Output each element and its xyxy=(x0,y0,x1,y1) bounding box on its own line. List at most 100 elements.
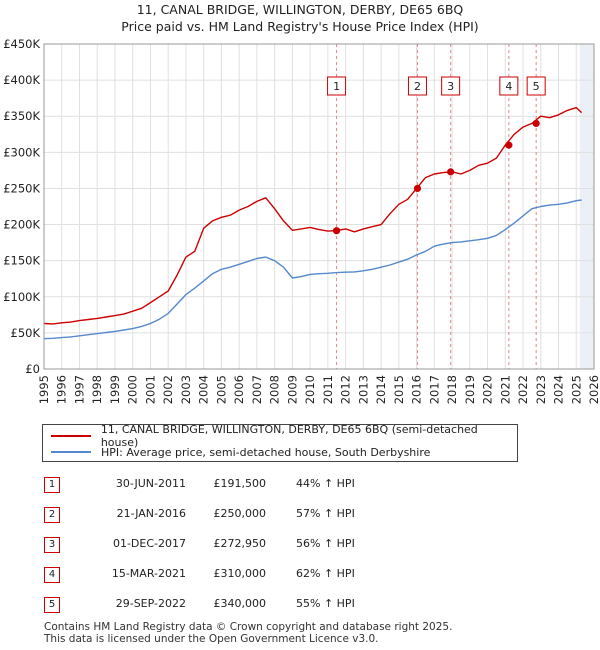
sale-marker-label: 4 xyxy=(505,80,512,93)
sale-row: 3 01-DEC-2017 £272,950 56% ↑ HPI xyxy=(0,537,600,555)
series-layer xyxy=(43,106,583,340)
sale-marker-box xyxy=(499,76,519,96)
x-tick-label: 2015 xyxy=(392,375,406,404)
sale-number-badge: 3 xyxy=(44,537,60,553)
sale-price: £310,000 xyxy=(213,567,267,580)
x-tick-label: 2011 xyxy=(321,375,335,404)
sale-marker-label: 1 xyxy=(333,80,340,93)
x-tick-label: 2008 xyxy=(268,375,282,404)
x-tick-label: 2010 xyxy=(303,375,317,404)
x-tick-label: 2001 xyxy=(143,375,157,404)
x-tick-label: 2021 xyxy=(498,375,512,404)
property-price-line xyxy=(43,106,583,325)
sale-vline-layer xyxy=(336,44,537,369)
sale-marker-label: 3 xyxy=(447,80,454,93)
x-tick-label: 2016 xyxy=(410,375,424,404)
sale-hpi-change: 44% ↑ HPI xyxy=(296,477,355,490)
x-tick-label: 1998 xyxy=(90,375,104,404)
sale-price: £250,000 xyxy=(213,507,267,520)
sale-point xyxy=(505,141,513,149)
forecast-shade-layer xyxy=(579,44,594,369)
sale-number-badge: 4 xyxy=(44,567,60,583)
sale-hpi-change: 57% ↑ HPI xyxy=(296,507,355,520)
sale-marker-box xyxy=(441,76,461,96)
x-tick-label: 2012 xyxy=(339,375,353,404)
sale-point xyxy=(332,227,341,235)
sale-price: £272,950 xyxy=(213,537,267,550)
legend-label-hpi: HPI: Average price, semi-detached house,… xyxy=(101,445,431,459)
chart-subtitle: Price paid vs. HM Land Registry's House … xyxy=(121,19,479,34)
sale-marker-box xyxy=(327,76,347,96)
legend-swatch-property xyxy=(51,435,91,437)
sale-hpi-change: 56% ↑ HPI xyxy=(296,537,355,550)
x-tick-label: 2024 xyxy=(552,375,566,404)
legend: 11, CANAL BRIDGE, WILLINGTON, DERBY, DE6… xyxy=(42,423,518,462)
sale-point xyxy=(447,168,455,176)
sale-date: 29-SEP-2022 xyxy=(115,597,186,610)
legend-item-hpi: HPI: Average price, semi-detached house,… xyxy=(51,444,430,460)
x-tick-label: 2006 xyxy=(232,375,246,404)
sale-hpi-change: 55% ↑ HPI xyxy=(296,597,355,610)
footer-licence: This data is licensed under the Open Gov… xyxy=(44,633,379,645)
sale-number-badge: 5 xyxy=(44,597,60,613)
sale-point xyxy=(413,184,422,193)
sale-date: 30-JUN-2011 xyxy=(115,477,186,490)
x-tick-label: 2013 xyxy=(356,375,370,404)
x-tick-label: 2007 xyxy=(250,375,264,404)
x-tick-label: 2019 xyxy=(463,375,477,404)
sale-points-layer xyxy=(332,119,540,235)
y-tick-label: £150K xyxy=(3,254,40,268)
y-tick-label: £50K xyxy=(11,326,41,340)
x-tick-label: 1995 xyxy=(37,375,51,404)
y-tick-label: £250K xyxy=(3,181,40,195)
price-chart: £0 £50K £100K £150K £200K £250K £300K £350K £400… xyxy=(3,37,600,404)
y-tick-label: £400K xyxy=(3,73,40,87)
legend-item-property: 11, CANAL BRIDGE, WILLINGTON, DERBY, DE6… xyxy=(51,423,517,449)
x-tick-label: 2005 xyxy=(214,375,228,404)
sale-number-badge: 1 xyxy=(44,477,60,493)
plot-frame xyxy=(43,43,595,370)
x-tick-label: 2003 xyxy=(179,375,193,404)
hpi-line xyxy=(43,199,582,340)
x-tick-label: 2000 xyxy=(126,375,140,404)
sale-row: 1 30-JUN-2011 £191,500 44% ↑ HPI xyxy=(0,477,600,495)
sale-point xyxy=(532,119,540,128)
x-tick-label: 2014 xyxy=(374,375,388,404)
x-tick-label: 1996 xyxy=(55,375,69,404)
chart-title-address: 11, CANAL BRIDGE, WILLINGTON, DERBY, DE6… xyxy=(136,2,464,17)
y-tick-label: £350K xyxy=(3,109,40,123)
legend-label-property: 11, CANAL BRIDGE, WILLINGTON, DERBY, DE6… xyxy=(100,423,478,449)
sale-date: 15-MAR-2021 xyxy=(111,567,186,580)
x-tick-label: 2004 xyxy=(197,375,211,404)
legend-swatch-hpi xyxy=(51,451,91,453)
sale-marker-box xyxy=(526,76,546,96)
sale-row: 4 15-MAR-2021 £310,000 62% ↑ HPI xyxy=(0,567,600,585)
sale-row: 5 29-SEP-2022 £340,000 55% ↑ HPI xyxy=(0,597,600,615)
y-tick-label: £200K xyxy=(3,218,40,232)
y-tick-label: £300K xyxy=(3,145,40,159)
sale-marker-box xyxy=(407,76,427,96)
sale-price: £340,000 xyxy=(213,597,267,610)
sale-price: £191,500 xyxy=(213,477,267,490)
axis-layer: £0 £50K £100K £150K £200K £250K £300K £350K £400… xyxy=(3,37,600,404)
x-tick-label: 2020 xyxy=(481,375,495,404)
x-tick-label: 2025 xyxy=(569,375,583,404)
sale-marker-layer: 1 2 3 4 5 xyxy=(327,76,546,96)
x-tick-label: 1997 xyxy=(72,375,86,404)
x-tick-label: 2022 xyxy=(516,375,530,404)
x-tick-label: 2026 xyxy=(587,375,600,404)
y-tick-label: £100K xyxy=(3,290,40,304)
x-tick-label: 1999 xyxy=(108,375,122,404)
sale-hpi-change: 62% ↑ HPI xyxy=(296,567,355,580)
sale-marker-label: 5 xyxy=(533,80,540,93)
x-tick-label: 2023 xyxy=(534,375,548,404)
x-tick-label: 2018 xyxy=(445,375,459,404)
footer-copyright: Contains HM Land Registry data © Crown c… xyxy=(44,621,453,633)
sale-date: 01-DEC-2017 xyxy=(112,537,186,550)
sale-number-badge: 2 xyxy=(44,507,60,523)
sale-marker-label: 2 xyxy=(414,80,421,93)
sale-date: 21-JAN-2016 xyxy=(116,507,186,520)
x-tick-label: 2002 xyxy=(161,375,175,404)
forecast-shade xyxy=(579,44,594,369)
y-tick-label: £450K xyxy=(3,37,40,51)
